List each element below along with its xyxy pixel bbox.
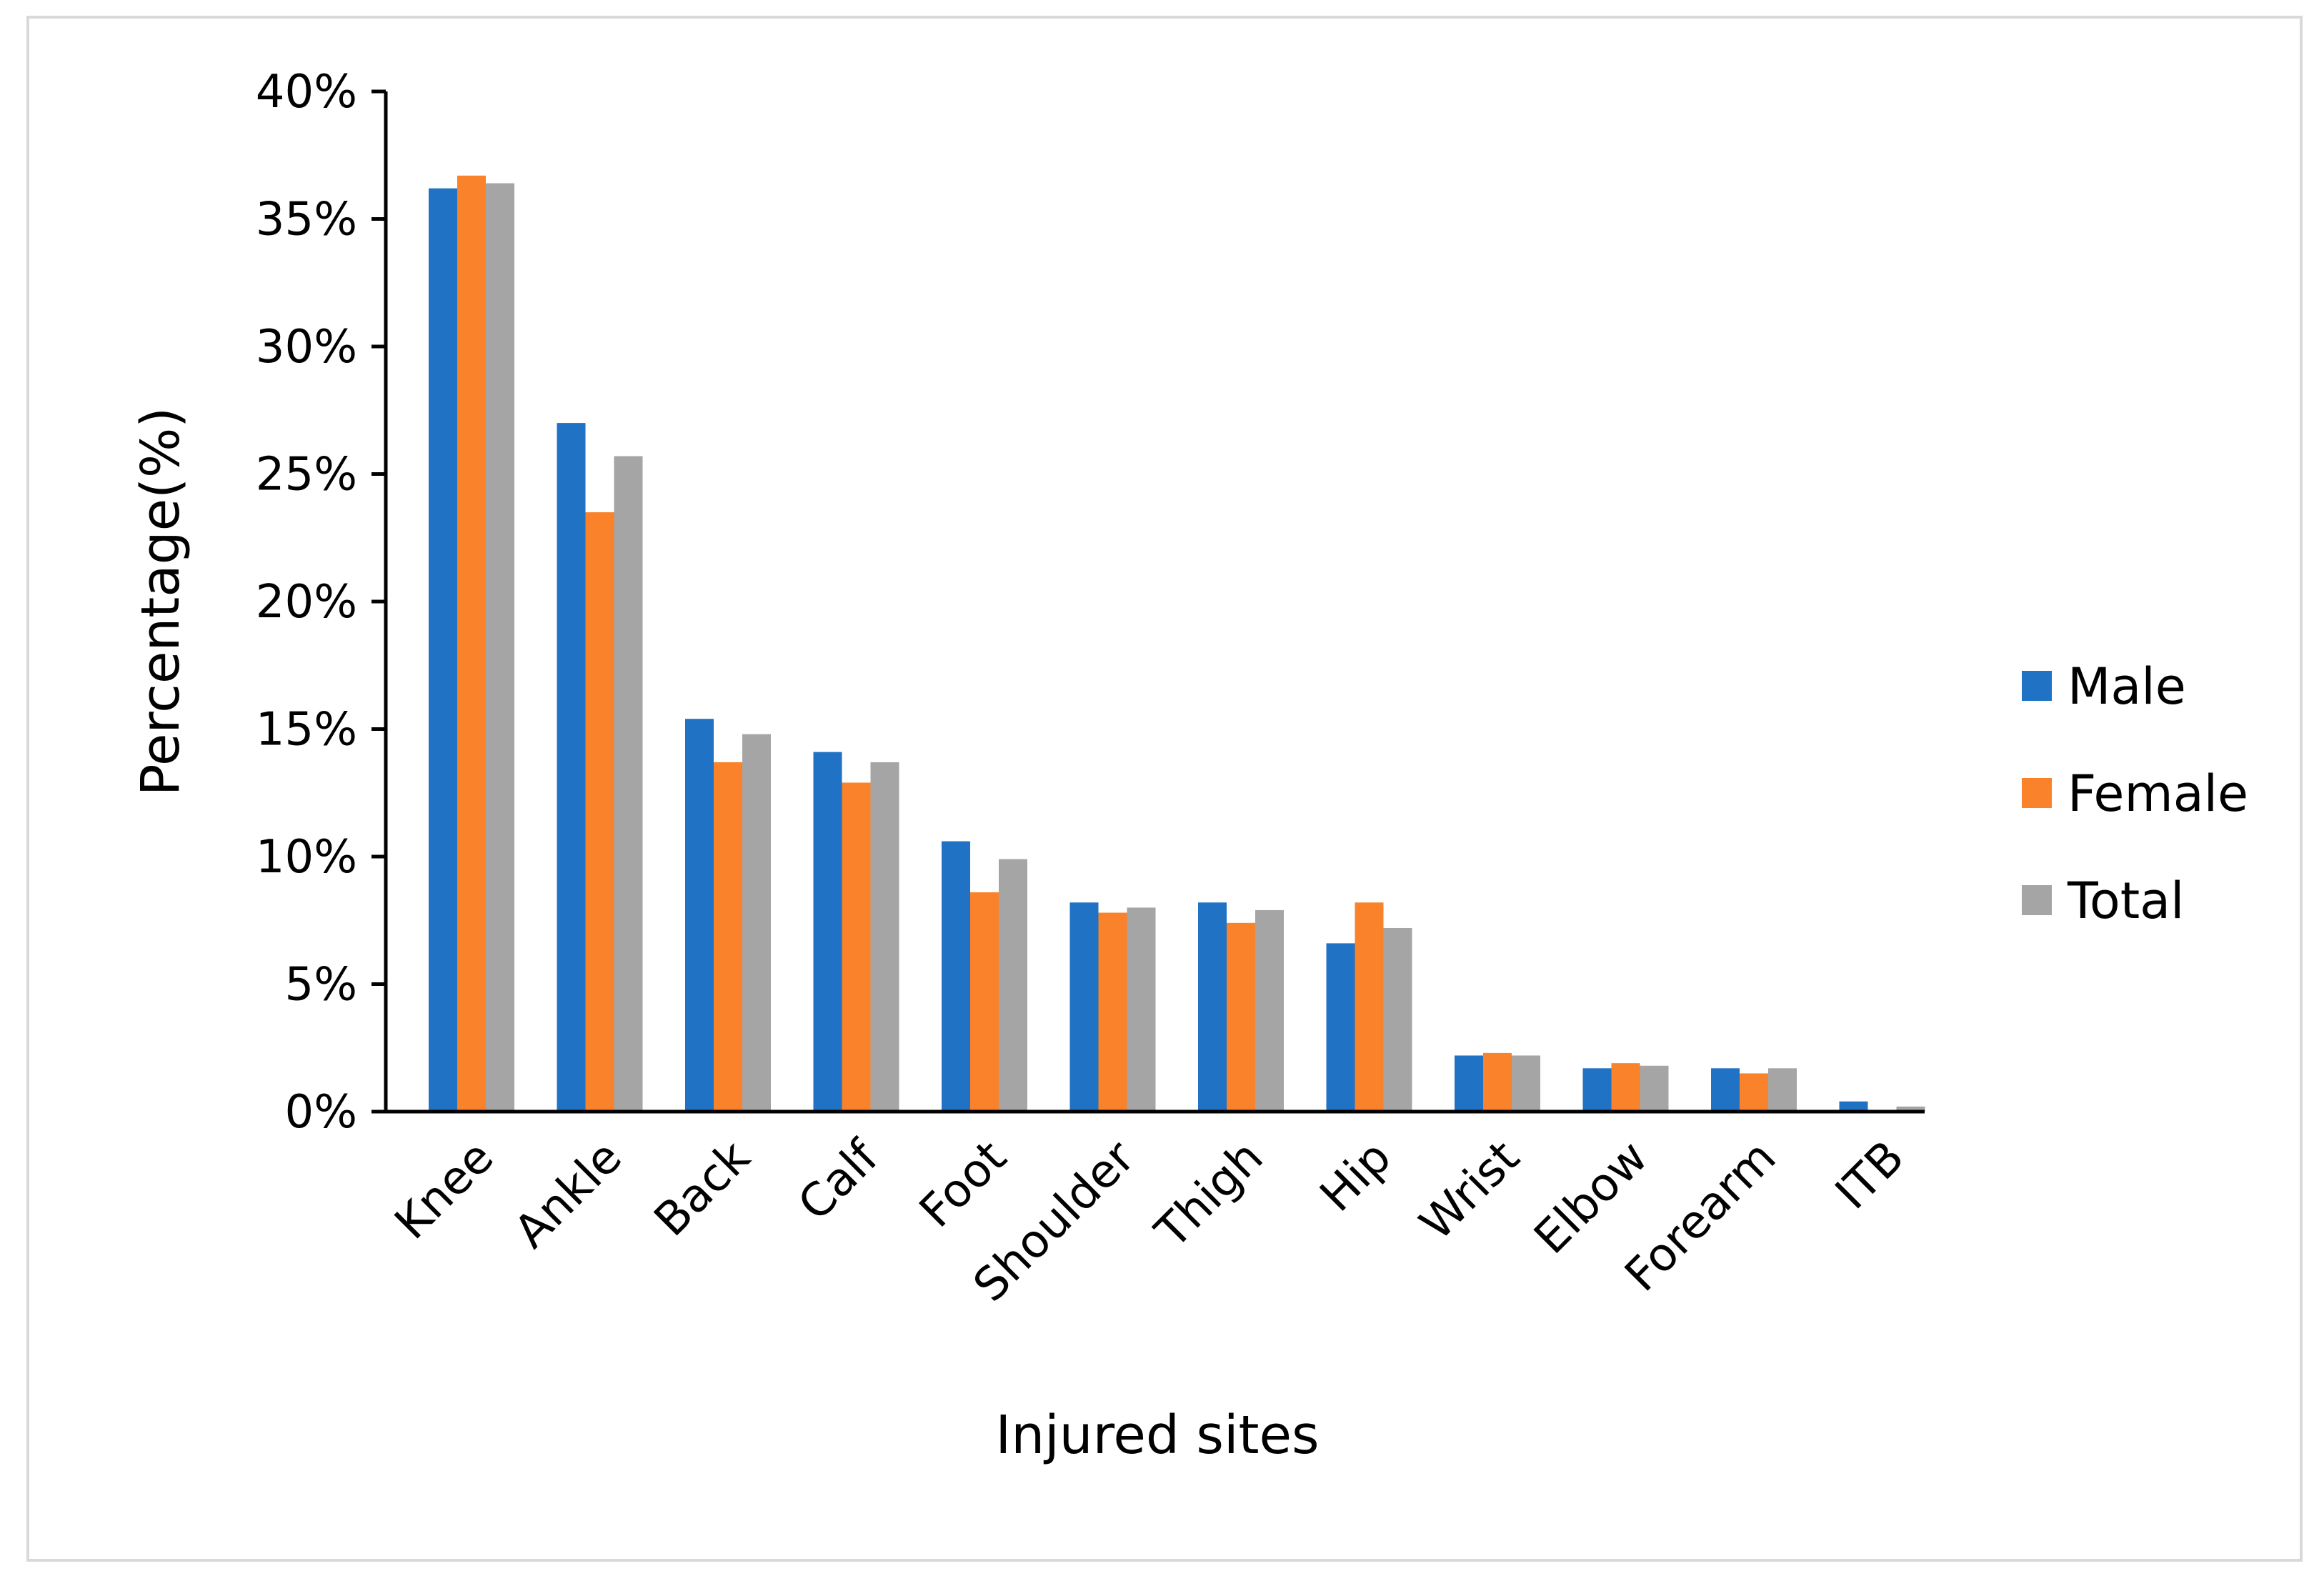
y-tick-label: 20%: [256, 576, 357, 629]
bar-calf-total: [870, 762, 899, 1112]
bar-wrist-female: [1483, 1052, 1512, 1112]
bar-forearm-total: [1768, 1068, 1797, 1112]
bar-back-total: [742, 734, 771, 1112]
x-tick-label: Wrist: [1410, 1131, 1530, 1251]
bar-ankle-male: [557, 423, 586, 1112]
bar-thigh-total: [1255, 909, 1284, 1112]
legend: Male Female Total: [2022, 657, 2248, 930]
legend-label-male: Male: [2068, 657, 2186, 716]
bar-wrist-total: [1512, 1055, 1540, 1112]
x-tick-label: Back: [644, 1131, 760, 1247]
x-tick-label: Hip: [1310, 1131, 1402, 1222]
bar-hip-female: [1355, 902, 1384, 1112]
bar-knee-total: [486, 183, 514, 1112]
bar-hip-male: [1326, 943, 1355, 1112]
bar-hip-total: [1383, 927, 1412, 1112]
bar-foot-total: [999, 859, 1027, 1112]
bar-elbow-total: [1640, 1065, 1669, 1112]
bar-itb-total: [1896, 1106, 1925, 1112]
x-tick-label: Thigh: [1145, 1131, 1273, 1259]
x-tick-label: Calf: [789, 1130, 889, 1231]
bar-foot-male: [942, 841, 970, 1112]
bar-knee-male: [429, 188, 457, 1112]
y-tick-label: 25%: [256, 449, 357, 502]
y-tick-label: 15%: [256, 704, 357, 757]
legend-swatch-female: [2022, 778, 2052, 808]
x-tick-label: Foot: [909, 1131, 1017, 1238]
bar-knee-female: [457, 175, 486, 1112]
bar-elbow-female: [1611, 1063, 1640, 1112]
bar-wrist-male: [1455, 1055, 1483, 1112]
bar-elbow-male: [1582, 1068, 1612, 1112]
y-tick-label: 35%: [256, 194, 357, 246]
legend-swatch-male: [2022, 671, 2052, 701]
legend-label-total: Total: [2067, 872, 2184, 930]
bar-calf-male: [813, 752, 842, 1112]
bar-itb-male: [1839, 1101, 1868, 1112]
bar-forearm-female: [1740, 1073, 1768, 1112]
y-tick-label: 10%: [256, 831, 357, 884]
bar-forearm-male: [1711, 1068, 1740, 1112]
bar-shoulder-male: [1069, 902, 1099, 1112]
legend-label-female: Female: [2068, 764, 2248, 823]
bar-foot-female: [970, 892, 999, 1112]
y-axis-title: Percentage(%): [130, 407, 191, 796]
x-tick-label: ITB: [1825, 1131, 1914, 1220]
y-tick-label: 5%: [284, 959, 357, 1012]
y-ticks: 0% 5% 10% 15% 20% 25% 30% 35% 40%: [256, 66, 386, 1139]
legend-swatch-total: [2022, 885, 2052, 915]
bar-thigh-male: [1198, 902, 1227, 1112]
bar-shoulder-total: [1127, 907, 1156, 1112]
x-tick-label: Ankle: [504, 1131, 632, 1259]
bar-back-female: [714, 762, 742, 1112]
chart-frame: [26, 16, 2303, 1562]
bar-ankle-female: [585, 512, 614, 1112]
bar-thigh-female: [1227, 922, 1255, 1112]
y-tick-label: 0%: [284, 1086, 357, 1139]
bar-back-male: [685, 719, 714, 1112]
bar-ankle-total: [614, 456, 643, 1112]
x-axis-title: Injured sites: [995, 1405, 1319, 1466]
bar-shoulder-female: [1098, 912, 1127, 1112]
y-tick-label: 30%: [256, 321, 357, 374]
bars-layer: [429, 175, 1925, 1112]
bar-calf-female: [842, 782, 871, 1112]
y-tick-label: 40%: [256, 66, 357, 119]
x-tick-label: Knee: [385, 1131, 504, 1250]
